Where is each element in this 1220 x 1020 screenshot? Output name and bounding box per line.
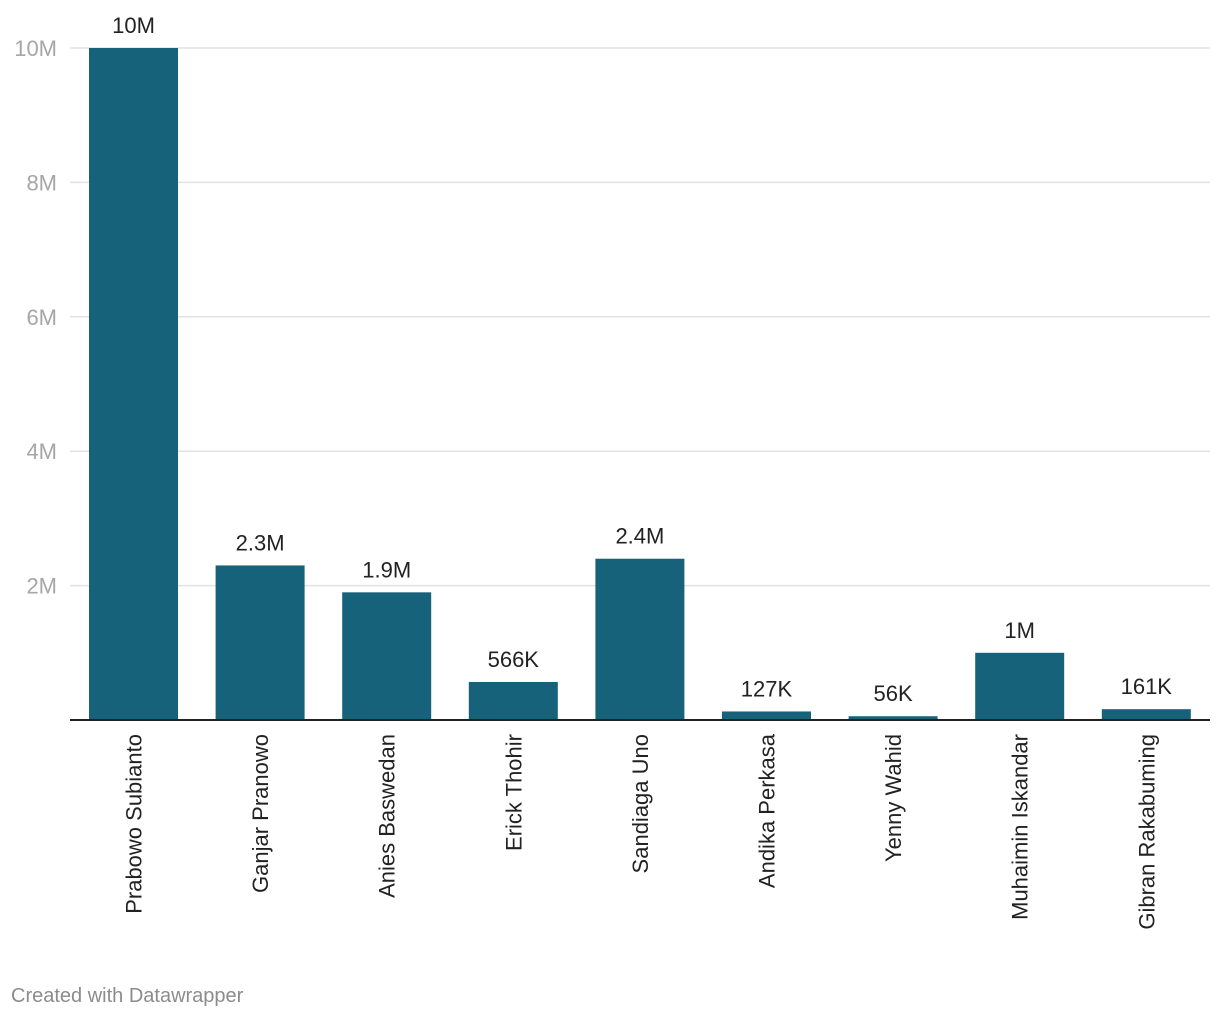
bar bbox=[215, 565, 305, 720]
category-label: Sandiaga Uno bbox=[628, 734, 653, 873]
bar bbox=[848, 716, 938, 720]
bar bbox=[595, 558, 685, 720]
y-tick-label: 4M bbox=[26, 439, 57, 464]
bar-value-label: 10M bbox=[112, 13, 155, 38]
bar-value-label: 161K bbox=[1121, 674, 1173, 699]
bars bbox=[89, 48, 1191, 720]
bar bbox=[468, 681, 558, 720]
bar-value-label: 2.4M bbox=[615, 524, 664, 549]
category-label: Yenny Wahid bbox=[881, 734, 906, 862]
y-axis-tick-labels: 2M 4M 6M 8M 10M bbox=[14, 36, 57, 599]
bar-value-label: 1.9M bbox=[362, 557, 411, 582]
bar bbox=[1101, 709, 1191, 720]
y-tick-label: 8M bbox=[26, 170, 57, 195]
y-tick-label: 2M bbox=[26, 574, 57, 599]
gridlines bbox=[70, 47, 1210, 587]
datawrapper-credit: Created with Datawrapper bbox=[11, 985, 244, 1007]
bar bbox=[342, 592, 432, 720]
y-tick-label: 6M bbox=[26, 305, 57, 330]
category-label: Prabowo Subianto bbox=[122, 734, 147, 914]
value-labels: 10M 2.3M 1.9M 566K 2.4M 127K 56K 1M 161K bbox=[112, 13, 1172, 706]
category-label: Erick Thohir bbox=[501, 734, 526, 851]
bar-value-label: 566K bbox=[488, 647, 540, 672]
category-label: Anies Baswedan bbox=[375, 734, 400, 898]
bar-value-label: 1M bbox=[1004, 618, 1035, 643]
bar-chart: 2M 4M 6M 8M 10M 10M 2.3M 1.9M 566K 2.4M 127K 56K 1M… bbox=[14, 13, 1210, 930]
category-label: Ganjar Pranowo bbox=[248, 734, 273, 893]
category-label: Muhaimin Iskandar bbox=[1008, 734, 1033, 920]
bar bbox=[89, 48, 178, 720]
bar-value-label: 2.3M bbox=[236, 530, 285, 555]
bar-value-label: 127K bbox=[741, 676, 793, 701]
category-labels: Prabowo Subianto Ganjar Pranowo Anies Basw… bbox=[122, 733, 1160, 929]
y-tick-label: 10M bbox=[14, 36, 57, 61]
category-label: Gibran Rakabuming bbox=[1134, 734, 1159, 930]
bar-value-label: 56K bbox=[874, 681, 913, 706]
category-label: Andika Perkasa bbox=[755, 733, 780, 888]
bar bbox=[722, 711, 811, 720]
bar bbox=[975, 652, 1065, 720]
